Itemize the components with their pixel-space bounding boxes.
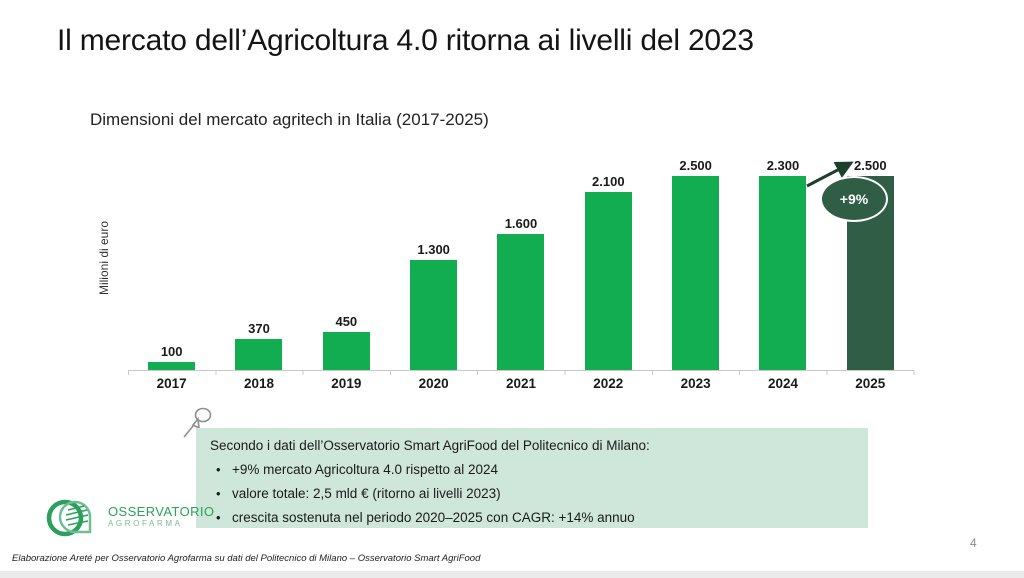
- bottom-strip: [0, 571, 1024, 578]
- bar-column-2017: 100: [128, 158, 215, 370]
- x-tick-label: 2018: [243, 376, 275, 391]
- bar-column-2018: 370: [215, 158, 302, 370]
- bar-2019: [322, 331, 370, 370]
- callout-bullet-list: +9% mercato Agricoltura 4.0 rispetto al …: [216, 462, 854, 525]
- x-tick-label: 2020: [418, 376, 449, 391]
- bar-2018: [235, 338, 283, 370]
- x-tick-label: 2019: [331, 376, 362, 391]
- bar-column-2023: 2.500: [652, 158, 739, 370]
- bar-2020: [410, 259, 458, 370]
- footer-source-note: Elaborazione Areté per Osservatorio Agro…: [12, 553, 481, 564]
- logo-line2: AGROFARMA: [108, 518, 183, 528]
- bar-column-2021: 1.600: [477, 158, 564, 370]
- callout-bullet: valore totale: 2,5 mld € (ritorno ai liv…: [216, 486, 854, 501]
- chart-title: Dimensioni del mercato agritech in Itali…: [90, 110, 489, 129]
- page-number: 4: [970, 536, 977, 550]
- growth-badge: +9%: [820, 176, 888, 222]
- callout-intro: Secondo i dati dell’Osservatorio Smart A…: [210, 438, 650, 453]
- callout-bullet: +9% mercato Agricoltura 4.0 rispetto al …: [216, 462, 854, 477]
- x-tick-label: 2017: [156, 376, 187, 391]
- x-axis-ticks: [128, 371, 918, 375]
- x-tick-label: 2024: [767, 376, 798, 391]
- bar-column-2022: 2.100: [565, 158, 652, 370]
- bar-column-2019: 450: [303, 158, 390, 370]
- bar-value-label: 370: [248, 320, 270, 336]
- bar-2017: [148, 361, 196, 370]
- bar-value-label: 2.300: [766, 158, 800, 173]
- logo-line1: OSSERVATORIO: [108, 504, 215, 520]
- slide-title: Il mercato dell’Agricoltura 4.0 ritorna …: [57, 24, 754, 57]
- agrofarma-logo-icon: [46, 499, 92, 537]
- bar-2023: [672, 176, 720, 370]
- agrofarma-logo: OSSERVATORIO AGROFARMA: [44, 494, 214, 540]
- bar-value-label: 2.500: [854, 158, 887, 173]
- growth-arrow-icon: [806, 161, 854, 188]
- bar-value-label: 100: [160, 343, 183, 359]
- bar-value-label: 450: [335, 313, 358, 329]
- x-tick-label: 2022: [593, 376, 624, 391]
- bar-column-2024: 2.300: [739, 158, 826, 370]
- bar-value-label: 1.300: [417, 241, 450, 257]
- callout-box: Secondo i dati dell’Osservatorio Smart A…: [196, 428, 868, 528]
- bar-column-2020: 1.300: [390, 158, 477, 370]
- bar-value-label: 2.100: [592, 173, 625, 189]
- bar-value-label: 1.600: [504, 216, 538, 232]
- x-tick-label: 2025: [855, 376, 886, 391]
- x-tick-label: 2023: [680, 376, 711, 391]
- bar-2024: [759, 176, 807, 370]
- bar-2021: [497, 234, 545, 370]
- pushpin-icon: [183, 407, 212, 438]
- x-tick-label: 2021: [505, 376, 536, 391]
- bar-2022: [584, 191, 632, 370]
- chart-x-labels: 2017 2018 2019 2020 2021 2022 2023 2024 2025: [128, 376, 914, 391]
- callout-bullet: crescita sostenuta nel periodo 2020–2025…: [216, 510, 854, 525]
- y-axis-label: Milioni di euro: [97, 220, 111, 296]
- bar-value-label: 2.500: [679, 158, 712, 173]
